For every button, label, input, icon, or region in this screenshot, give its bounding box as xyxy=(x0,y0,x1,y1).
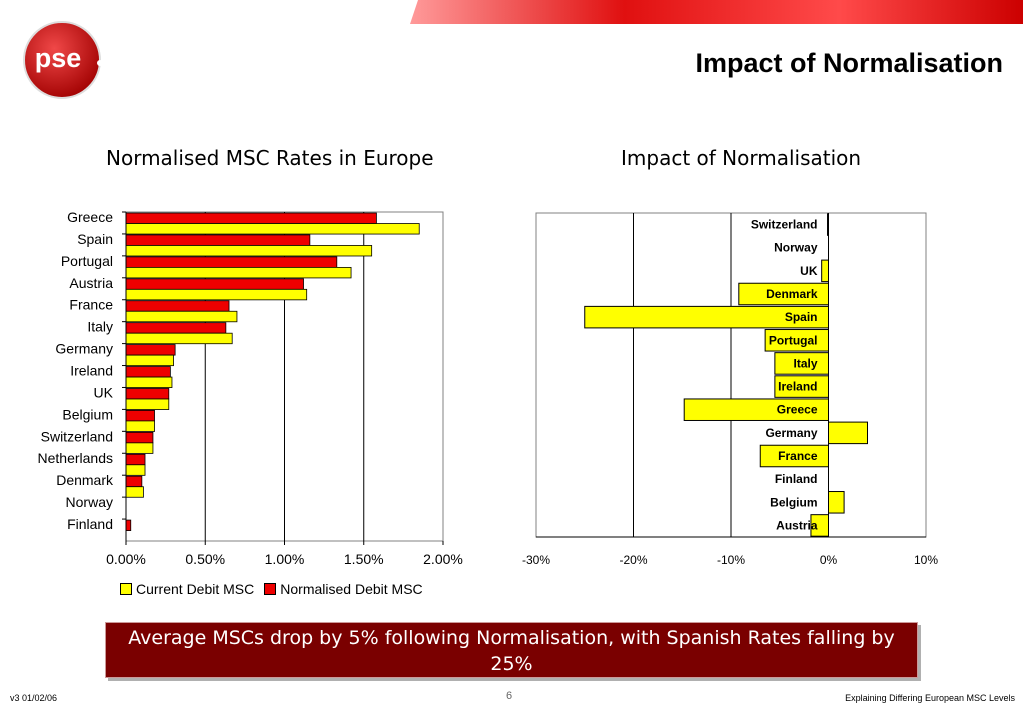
normalised-msc-chart: 0.00% 0.50% 1.00% 1.50% 2.00% Greece Spain Port… xyxy=(38,209,463,567)
impact-bar-belgium xyxy=(828,491,845,514)
impact-label-belgium: Belgium xyxy=(770,495,817,509)
impact-bar-ireland xyxy=(774,375,829,398)
category-label-uk: UK xyxy=(94,384,114,400)
pse-logo: pse xyxy=(20,20,110,104)
x-tick-label: 1.00% xyxy=(265,551,305,567)
bar-normalised-debit-msc-belgium xyxy=(125,409,155,422)
x-tick-label: 2.00% xyxy=(423,551,463,567)
footer-caption: Explaining Differing European MSC Levels xyxy=(845,693,1015,703)
legend-normalised-label: Normalised Debit MSC xyxy=(280,581,423,597)
bar-normalised-debit-msc-uk xyxy=(125,388,170,400)
category-label-spain: Spain xyxy=(77,231,113,247)
x-tick-label: -10% xyxy=(717,553,745,567)
impact-bar-germany xyxy=(828,421,868,445)
bar-normalised-debit-msc-france xyxy=(125,300,230,312)
bar-normalised-debit-msc-finland xyxy=(125,519,132,531)
x-tick-label: 0.00% xyxy=(106,551,146,567)
bar-current-debit-msc-netherlands xyxy=(125,464,146,476)
impact-label-finland: Finland xyxy=(775,472,818,486)
summary-callout: Average MSCs drop by 5% following Normal… xyxy=(105,622,918,678)
bar-normalised-debit-msc-italy xyxy=(125,322,227,334)
impact-label-greece: Greece xyxy=(777,403,818,417)
impact-label-france: France xyxy=(778,449,818,463)
impact-bar-uk xyxy=(821,259,829,283)
impact-bar-france xyxy=(759,444,829,468)
bar-normalised-debit-msc-ireland xyxy=(125,366,171,378)
bar-current-debit-msc-germany xyxy=(125,354,174,367)
bar-current-debit-msc-belgium xyxy=(125,420,155,432)
bar-normalised-debit-msc-spain xyxy=(125,234,311,246)
category-label-greece: Greece xyxy=(67,209,113,225)
impact-bar-austria xyxy=(810,514,830,537)
impact-bar-portugal xyxy=(764,329,829,352)
bar-current-debit-msc-ireland xyxy=(125,376,173,388)
impact-label-switzerland: Switzerland xyxy=(751,218,818,232)
bar-current-debit-msc-switzerland xyxy=(125,442,154,454)
page-number: 6 xyxy=(506,690,513,702)
impact-label-germany: Germany xyxy=(765,426,817,440)
category-label-ireland: Ireland xyxy=(70,363,113,379)
category-label-belgium: Belgium xyxy=(62,406,113,422)
legend-current-swatch xyxy=(120,583,132,595)
bar-current-debit-msc-france xyxy=(125,310,238,323)
x-tick-label: -20% xyxy=(619,553,647,567)
impact-label-denmark: Denmark xyxy=(766,287,818,301)
category-label-switzerland: Switzerland xyxy=(41,428,113,444)
x-tick-label: 0.50% xyxy=(185,551,225,567)
x-tick-label: 10% xyxy=(914,553,938,567)
impact-bar-spain xyxy=(584,305,829,329)
bar-current-debit-msc-greece xyxy=(125,223,420,235)
bar-normalised-debit-msc-netherlands xyxy=(125,453,146,466)
x-tick-label: 1.50% xyxy=(344,551,384,567)
legend-normalised-swatch xyxy=(264,583,277,595)
right-chart-heading: Impact of Normalisation xyxy=(621,146,862,170)
impact-chart: -30% -20% -10% 0% 10% Switzerland Norway UK Denm… xyxy=(522,212,938,567)
impact-label-portugal: Portugal xyxy=(769,333,818,347)
bar-current-debit-msc-denmark xyxy=(125,486,144,498)
category-label-netherlands: Netherlands xyxy=(38,450,114,466)
bar-current-debit-msc-portugal xyxy=(125,266,352,279)
category-label-austria: Austria xyxy=(69,275,113,291)
category-label-denmark: Denmark xyxy=(56,472,114,488)
footer-version: v3 01/02/06 xyxy=(10,693,58,703)
bar-current-debit-msc-spain xyxy=(125,245,373,257)
bar-current-debit-msc-italy xyxy=(125,332,233,345)
header-banner xyxy=(410,0,1023,24)
svg-text:pse: pse xyxy=(35,43,82,73)
bar-current-debit-msc-austria xyxy=(125,288,308,301)
legend-normalised: Normalised Debit MSC xyxy=(264,581,423,597)
impact-label-spain: Spain xyxy=(785,310,818,324)
category-label-portugal: Portugal xyxy=(61,253,113,269)
impact-bar-italy xyxy=(774,352,829,375)
bar-normalised-debit-msc-denmark xyxy=(125,475,143,488)
left-chart-heading: Normalised MSC Rates in Europe xyxy=(106,146,434,170)
x-tick-label: -30% xyxy=(522,553,550,567)
bar-normalised-debit-msc-switzerland xyxy=(125,431,154,444)
x-tick-label: 0% xyxy=(820,553,838,567)
bar-normalised-debit-msc-austria xyxy=(125,278,304,290)
category-label-norway: Norway xyxy=(66,494,113,510)
impact-label-norway: Norway xyxy=(774,241,818,255)
legend-current: Current Debit MSC xyxy=(120,581,254,597)
impact-bar-greece xyxy=(683,398,829,421)
impact-bar-switzerland xyxy=(827,213,829,236)
impact-label-italy: Italy xyxy=(793,356,817,370)
bar-normalised-debit-msc-germany xyxy=(125,344,176,356)
category-label-france: France xyxy=(69,297,113,313)
chart-legend: Current Debit MSC Normalised Debit MSC xyxy=(120,581,433,597)
impact-bar-denmark xyxy=(738,282,829,306)
category-label-germany: Germany xyxy=(55,341,113,357)
impact-label-ireland: Ireland xyxy=(778,380,817,394)
bar-normalised-debit-msc-greece xyxy=(125,212,377,224)
category-label-italy: Italy xyxy=(87,319,113,335)
category-label-finland: Finland xyxy=(67,516,113,532)
impact-label-uk: UK xyxy=(800,264,818,278)
bar-current-debit-msc-uk xyxy=(125,398,170,410)
impact-label-austria: Austria xyxy=(776,518,818,532)
bar-normalised-debit-msc-portugal xyxy=(125,256,338,268)
legend-current-label: Current Debit MSC xyxy=(136,581,255,597)
slide-title: Impact of Normalisation xyxy=(695,48,1003,78)
